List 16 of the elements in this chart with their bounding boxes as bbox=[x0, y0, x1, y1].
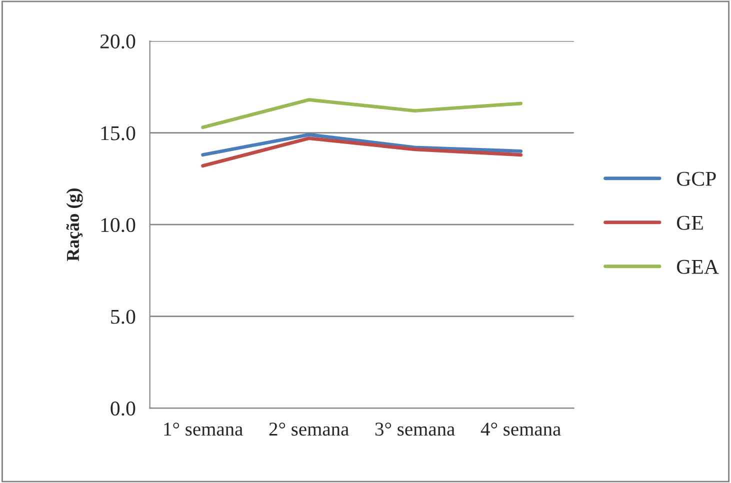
y-tick-label: 15.0 bbox=[101, 126, 136, 140]
legend-label: GEA bbox=[676, 260, 719, 274]
x-tick-label: 1° semana bbox=[164, 422, 243, 436]
legend-label: GCP bbox=[676, 172, 716, 186]
y-tick-label: 20.0 bbox=[100, 34, 136, 49]
y-tick-label: 0.0 bbox=[110, 402, 136, 416]
line-series bbox=[201, 136, 523, 168]
y-tick-label: 5.0 bbox=[111, 310, 136, 324]
line-series bbox=[201, 98, 523, 130]
x-tick-label: 3° semana bbox=[375, 422, 455, 436]
legend-label: GE bbox=[676, 216, 703, 230]
x-tick-label: 4° semana bbox=[480, 422, 561, 436]
line-series bbox=[201, 132, 523, 157]
y-axis-title: Ração (g) bbox=[66, 188, 83, 262]
y-tick-label: 10.0 bbox=[101, 218, 136, 232]
x-tick-label: 2° semana bbox=[269, 422, 349, 436]
